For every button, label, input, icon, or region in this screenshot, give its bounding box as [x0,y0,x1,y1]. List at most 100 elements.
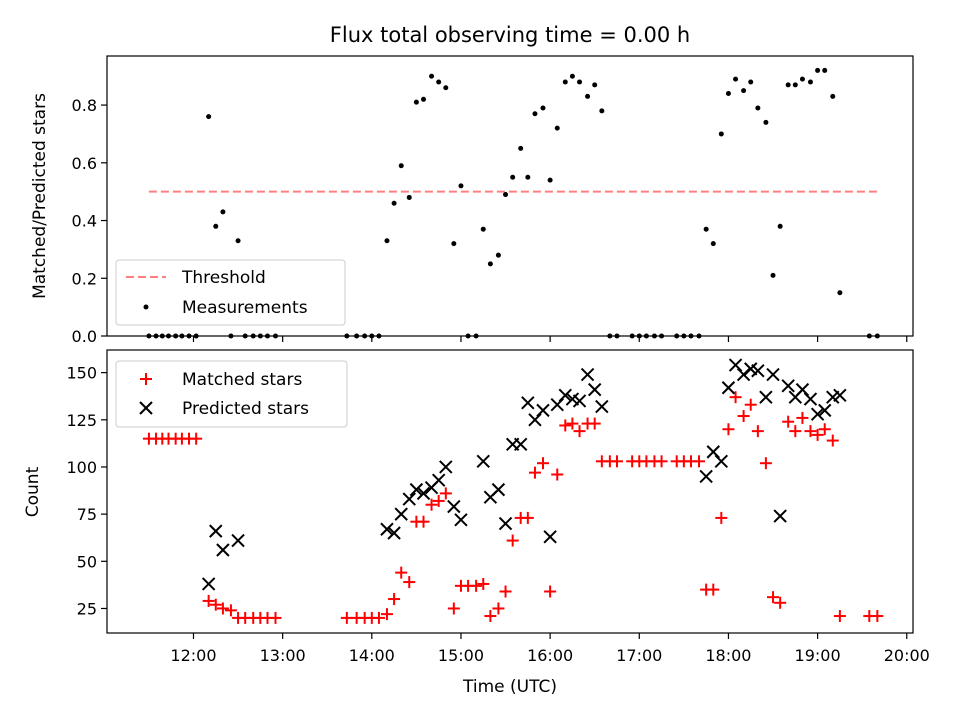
predicted-star-point [409,482,424,497]
matched-star-point [804,425,817,438]
matched-star-point [796,411,809,424]
measurement-point [815,67,821,73]
count-y-ticks: 25 50 75 100 125 150 [66,364,107,618]
measurement-point [577,79,583,85]
matched-star-point [789,425,802,438]
measurement-point [547,177,553,183]
measurement-point [725,91,731,97]
matched-star-point [551,468,564,481]
measurement-point [510,174,516,180]
legend-predicted-swatch [139,401,153,415]
matched-star-point [388,593,401,606]
matched-star-point [425,498,438,511]
x-tick-label: 16:00 [527,646,573,665]
matched-star-point [499,585,512,598]
predicted-star-point [491,482,506,497]
predicted-star-point [394,507,408,521]
count-x-ticks: 12:00 13:00 14:00 15:00 16:00 17:00 18:00 19:00… [170,633,930,665]
predicted-star-point [833,388,847,402]
predicted-star-point [513,437,528,452]
matched-star-point [544,585,557,598]
predicted-star-point [402,492,416,506]
matched-star-point [470,579,483,592]
predicted-star-point [543,530,557,544]
measurement-point [503,192,509,198]
measurement-point [235,238,241,244]
matched-star-point [492,602,505,615]
predicted-star-point [595,399,609,414]
matched-star-point [729,391,742,404]
y-tick-label: 0.8 [72,96,97,115]
predicted-star-point [498,516,513,531]
measurement-point [480,226,486,232]
ratio-x-ticks [192,336,908,342]
measurement-point [770,272,776,278]
matched-star-point [818,423,831,436]
predicted-star-point [759,390,773,404]
measurement-point [718,131,724,137]
predicted-star-point [773,509,787,523]
predicted-star-point [231,533,245,548]
matched-star-point [447,602,460,615]
matched-star-point [477,577,490,590]
measurement-point [799,76,805,82]
count-y-axis-label: Count [23,466,43,517]
measurement-point [785,82,791,88]
predicted-stars-points [201,358,847,591]
predicted-star-point [387,526,401,540]
predicted-star-point [766,367,780,382]
count-legend-box [115,360,348,428]
measurement-point [554,125,560,131]
measurement-point [830,93,836,99]
measurement-point [755,105,761,111]
measurement-point [837,290,843,296]
ratio-y-ticks: 0.0 0.2 0.4 0.6 0.8 [72,96,107,346]
measurement-point [495,252,501,258]
measurement-point [569,73,575,79]
predicted-star-point [572,394,587,408]
x-tick-label: 12:00 [170,646,216,665]
measurement-point [703,226,709,232]
matched-star-point [722,423,735,436]
legend-matched-swatch [140,373,152,385]
predicted-star-point [751,364,765,378]
matched-star-point [707,583,720,596]
measurement-point [822,67,828,73]
predicted-star-point [699,469,713,484]
predicted-star-point [803,392,818,406]
y-tick-label: 125 [66,411,97,430]
predicted-star-point [721,381,736,395]
legend-measurements-label: Measurements [182,298,308,318]
matched-star-point [559,419,572,432]
measurement-point [429,73,435,79]
matched-star-point [528,466,541,479]
measurement-point [540,105,546,111]
matched-star-point [190,432,203,445]
measurement-point [398,163,404,169]
y-tick-label: 0.0 [72,327,97,346]
x-tick-label: 14:00 [349,646,395,665]
measurement-point [458,183,464,189]
matched-star-point [826,434,839,447]
matched-star-point [417,515,430,528]
measurement-point [384,238,390,244]
measurement-point [391,200,397,206]
matched-star-point [833,610,846,623]
measurement-point [406,194,412,200]
measurement-point [562,79,568,85]
measurement-point [443,85,449,91]
measurement-point [413,99,419,105]
matched-star-point [224,604,237,617]
ratio-legend: Threshold Measurements [115,259,346,326]
matched-stars-points [142,391,884,624]
x-tick-label: 13:00 [260,646,306,665]
measurement-point [592,82,598,88]
matched-star-point [372,611,385,624]
matched-star-point [774,596,787,609]
matched-star-point [759,457,772,470]
measurement-point [532,111,538,117]
matched-star-point [744,398,757,411]
matched-star-point [202,594,215,607]
y-tick-label: 0.2 [72,269,97,288]
